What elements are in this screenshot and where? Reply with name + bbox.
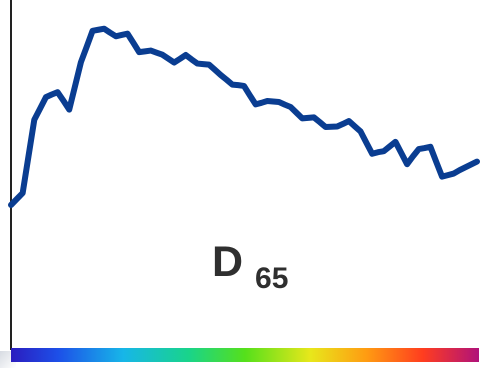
series-label-main: D: [212, 238, 243, 286]
series-line-1: [8, 25, 480, 208]
spectrum-bar: [11, 348, 479, 362]
series-layer: [8, 25, 480, 208]
series-label-subscript: 65: [255, 262, 288, 295]
series-label: D 65: [212, 238, 288, 295]
